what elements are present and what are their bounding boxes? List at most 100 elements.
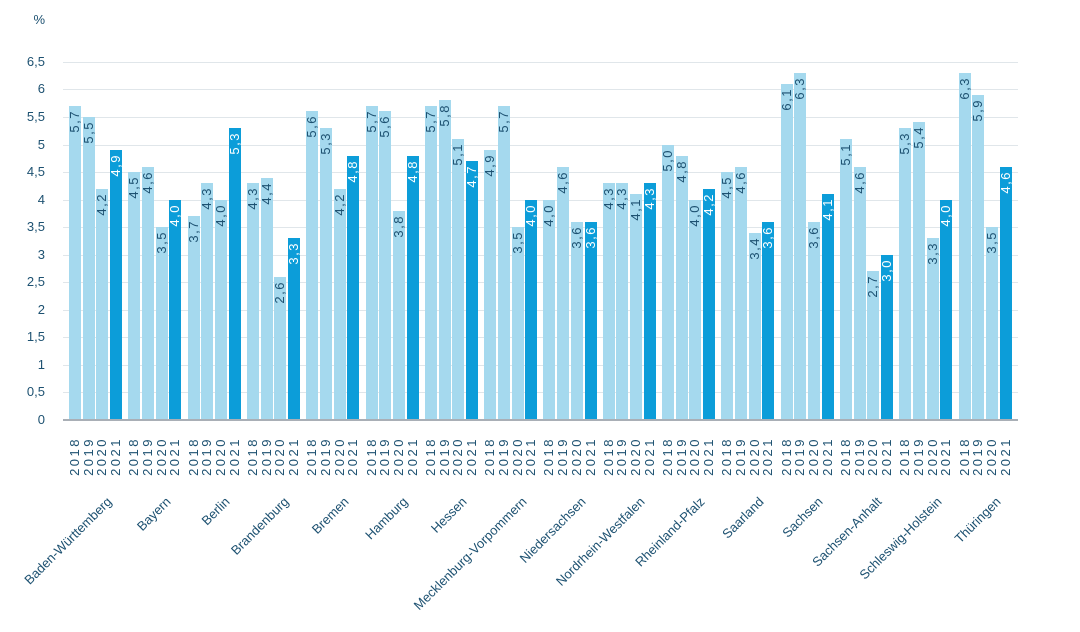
bar-value-label: 4,0 xyxy=(541,203,557,227)
bar-value-label: 4,6 xyxy=(555,170,571,194)
bar-value-label: 4,2 xyxy=(94,192,110,216)
year-tick-label: 2021 xyxy=(286,437,301,476)
year-tick-label: 2019 xyxy=(140,437,155,476)
bar xyxy=(319,127,332,420)
y-axis-unit-label: % xyxy=(33,12,45,27)
bar xyxy=(169,199,182,420)
bar xyxy=(808,221,820,420)
y-tick-label: 5,5 xyxy=(26,108,45,124)
bar-value-label: 5,3 xyxy=(226,131,242,155)
bar xyxy=(881,254,893,420)
year-tick-label: 2018 xyxy=(837,437,853,476)
y-tick-label: 1,5 xyxy=(26,329,45,345)
bar xyxy=(484,150,497,420)
bar xyxy=(69,105,81,420)
bar-value-label: 3,6 xyxy=(760,225,776,249)
bar-value-label: 4,0 xyxy=(167,203,183,227)
bar-value-label: 3,3 xyxy=(924,242,940,265)
year-tick-label: 2019 xyxy=(733,437,748,476)
bar xyxy=(128,172,141,420)
bar xyxy=(306,111,319,420)
bar xyxy=(96,188,109,420)
y-tick-label: 6 xyxy=(37,81,45,97)
bar-value-label: 4,7 xyxy=(463,165,479,188)
bar-value-label: 5,6 xyxy=(377,115,393,139)
bar xyxy=(201,183,214,420)
bar xyxy=(82,116,95,420)
bar xyxy=(543,199,556,420)
bar xyxy=(689,199,702,420)
y-tick-label: 2,5 xyxy=(26,274,45,290)
gridline xyxy=(63,144,1018,146)
bar-value-label: 5,3 xyxy=(317,131,333,155)
bar-value-label: 6,3 xyxy=(792,76,808,100)
bar-value-label: 4,6 xyxy=(997,170,1013,194)
y-tick-label: 2 xyxy=(37,301,45,317)
bar-value-label: 5,0 xyxy=(660,148,675,172)
bar-value-label: 4,0 xyxy=(523,203,539,227)
bar-value-label: 4,6 xyxy=(140,170,155,194)
year-tick-label: 2021 xyxy=(701,437,717,476)
bar-value-label: 3,5 xyxy=(983,231,999,254)
y-tick-label: 3,5 xyxy=(26,219,45,235)
bar xyxy=(347,155,360,420)
bar xyxy=(940,199,953,420)
year-tick-label: 2020 xyxy=(568,437,584,476)
bar xyxy=(452,138,465,420)
bar xyxy=(142,166,154,420)
bar-value-label: 5,7 xyxy=(422,109,438,133)
bar xyxy=(985,227,998,420)
gridline xyxy=(63,61,1018,63)
bar xyxy=(958,72,971,420)
bar xyxy=(584,221,597,420)
year-tick-label: 2019 xyxy=(495,437,511,476)
bar xyxy=(525,199,538,420)
year-tick-label: 2021 xyxy=(463,437,479,476)
bar xyxy=(155,227,168,420)
bar-value-label: 3,0 xyxy=(879,258,894,282)
bar xyxy=(748,232,761,420)
bar-value-label: 3,5 xyxy=(153,231,169,254)
y-tick-label: 4,5 xyxy=(26,164,45,180)
bar xyxy=(602,183,615,420)
bar-value-label: 3,8 xyxy=(390,214,406,238)
bar-value-label: 4,2 xyxy=(331,192,347,216)
year-tick-label: 2021 xyxy=(582,437,598,476)
year-tick-label: 2020 xyxy=(983,437,999,476)
bar xyxy=(570,221,583,420)
gridline xyxy=(63,227,1018,229)
year-tick-label: 2021 xyxy=(226,437,242,476)
bar xyxy=(762,221,775,420)
bar xyxy=(794,72,807,420)
bar-value-label: 5,5 xyxy=(80,120,96,144)
bar xyxy=(379,111,392,420)
bar xyxy=(721,172,734,420)
year-tick-label: 2019 xyxy=(555,437,571,476)
bar xyxy=(497,105,510,420)
bar-value-label: 4,0 xyxy=(213,203,228,227)
bar xyxy=(972,94,985,420)
bar-value-label: 3,6 xyxy=(582,225,598,249)
bar xyxy=(643,183,656,420)
bar-value-label: 5,9 xyxy=(970,98,986,122)
bar-value-label: 3,5 xyxy=(509,231,525,254)
bar xyxy=(424,105,437,420)
axis-baseline xyxy=(63,419,1018,421)
gridline xyxy=(63,337,1018,339)
bar-value-label: 4,4 xyxy=(258,181,274,205)
y-tick-label: 0,5 xyxy=(26,384,45,400)
bar-value-label: 2,6 xyxy=(272,280,288,304)
gridline xyxy=(63,199,1018,201)
bar xyxy=(110,150,123,420)
bar xyxy=(392,210,405,420)
year-tick-label: 2019 xyxy=(317,437,333,476)
year-tick-label: 2018 xyxy=(422,437,438,476)
bar xyxy=(839,138,852,420)
year-tick-label: 2020 xyxy=(213,437,228,476)
year-tick-label: 2020 xyxy=(390,437,406,476)
bar xyxy=(912,122,925,420)
bar xyxy=(333,188,346,420)
bar xyxy=(780,83,793,420)
year-tick-label: 2018 xyxy=(67,437,82,476)
